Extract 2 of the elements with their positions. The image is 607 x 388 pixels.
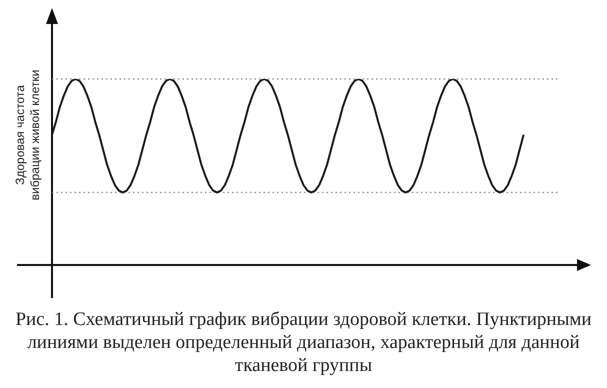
text: Рис. 1. Схематичный график вибрации здоровой клетки. Пунктирными линиями выделен определенный диапазон, характерный для данной тканевой группы <box>14 308 593 377</box>
y-axis-title: Здоровая частота вибрации живой клетки <box>13 70 42 200</box>
